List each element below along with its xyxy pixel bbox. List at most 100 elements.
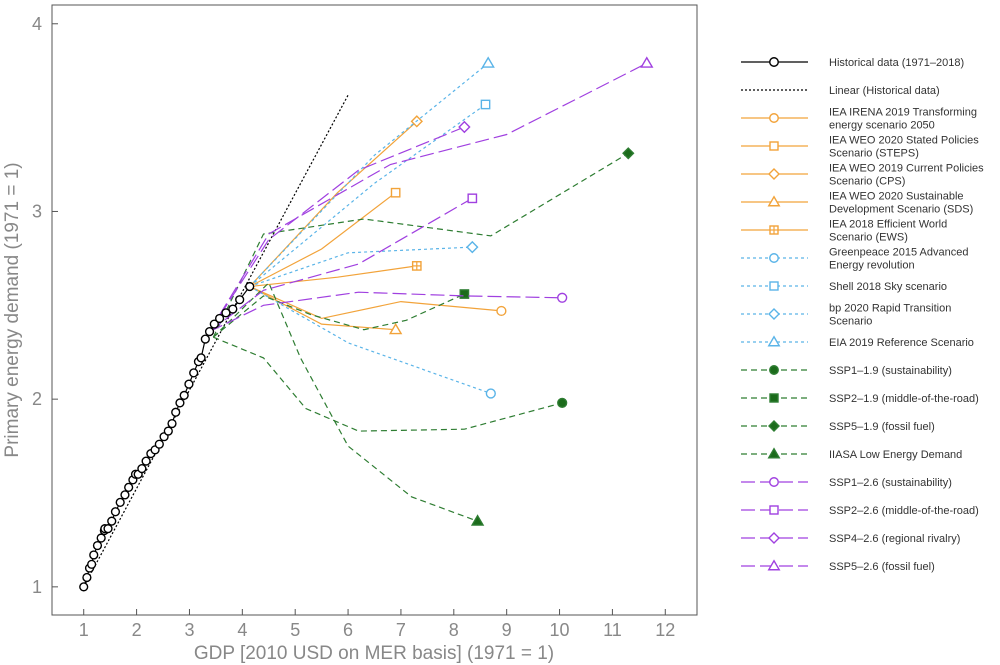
circle-marker (124, 482, 134, 492)
legend-item: EIA 2019 Reference Scenario (741, 335, 974, 349)
legend-item: IEA WEO 2019 Current Policies Scenario (C… (741, 163, 984, 188)
triangle-marker (470, 514, 485, 526)
circle-marker (110, 507, 121, 517)
circle-marker (163, 426, 173, 436)
series-line (249, 104, 486, 287)
circle-marker (175, 398, 185, 408)
square-marker (769, 141, 779, 151)
circle-marker (87, 559, 97, 569)
series-line (212, 152, 629, 338)
triangle-marker (481, 56, 495, 68)
series-line (212, 281, 478, 522)
y-tick-label: 3 (32, 201, 42, 221)
circle-marker (769, 57, 779, 67)
x-tick-label: 5 (290, 620, 300, 640)
series-line (212, 293, 465, 338)
x-tick-label: 2 (132, 620, 142, 640)
y-tick-label: 1 (32, 577, 42, 597)
y-tick-label: 2 (32, 389, 42, 409)
legend-label: IEA WEO 2020 Sustainable Development Scen… (829, 191, 973, 216)
legend-item: Linear (Historical data) (741, 85, 940, 97)
legend-label: SSP1–2.6 (sustainability) (829, 477, 952, 489)
series-17 (208, 120, 471, 332)
circle-marker (107, 516, 117, 526)
diamond-marker (768, 168, 780, 180)
legend-label: SSP4–2.6 (regional rivalry) (829, 533, 960, 545)
legend-item: IEA IRENA 2019 Transforming energy scenar… (741, 107, 977, 132)
triangle-marker (640, 56, 654, 68)
circle-marker (103, 524, 113, 534)
circle-marker (167, 418, 177, 429)
series-line (208, 126, 465, 332)
x-axis-title: GDP [2010 USD on MER basis] (1971 = 1) (194, 643, 554, 664)
series-11 (213, 336, 568, 432)
circle-marker (496, 305, 507, 317)
legend-label: IEA IRENA 2019 Transforming energy scenar… (829, 107, 977, 132)
diamond-marker (458, 120, 471, 134)
series-16 (209, 193, 478, 333)
legend-item: SSP1–1.9 (sustainability) (741, 365, 952, 377)
circle-marker (154, 439, 164, 449)
circle-marker (204, 326, 215, 337)
legend-label: IEA 2018 Efficient World Scenario (EWS) (829, 219, 947, 244)
legend-item: Historical data (1971–2018) (741, 57, 964, 69)
series-12 (212, 289, 470, 338)
circle-marker (120, 490, 130, 500)
square-marker (769, 505, 779, 515)
triangle-marker (767, 447, 781, 459)
legend-item: bp 2020 Rapid Transition Scenario (741, 303, 951, 328)
circle-marker (79, 582, 89, 592)
triangle-marker (767, 559, 781, 571)
circle-marker (209, 319, 219, 329)
x-tick-label: 3 (184, 620, 194, 640)
diamond-marker (622, 147, 635, 160)
diamond-marker (768, 420, 780, 432)
series-14 (212, 281, 485, 526)
circle-marker (769, 477, 779, 487)
legend: Historical data (1971–2018) Linear (Histo… (741, 57, 984, 573)
square-plus-marker (769, 225, 779, 235)
square-marker (769, 393, 779, 403)
circle-marker (115, 497, 125, 507)
square-marker (459, 289, 470, 299)
circle-marker (141, 456, 151, 466)
diamond-marker (768, 532, 780, 544)
legend-label: SSP5–2.6 (fossil fuel) (829, 561, 935, 573)
series-line (249, 285, 396, 331)
legend-label: IEA WEO 2019 Current Policies Scenario (C… (829, 163, 984, 188)
square-plus-marker (411, 261, 422, 271)
y-axis-ticks: 1 2 3 4 (32, 14, 58, 597)
y-tick-label: 4 (32, 14, 42, 34)
circle-marker (137, 463, 147, 474)
legend-label: SSP5–1.9 (fossil fuel) (829, 421, 935, 433)
series-10 (249, 56, 495, 287)
series-3 (249, 187, 401, 288)
series-line (213, 336, 563, 432)
x-axis-ticks: 1 2 3 4 5 6 7 8 9 10 11 12 (79, 609, 675, 640)
series-7 (249, 285, 496, 399)
series-layer (79, 56, 654, 592)
circle-marker (96, 533, 106, 543)
triangle-marker (767, 195, 781, 207)
circle-marker (179, 390, 189, 401)
series-5 (249, 285, 403, 335)
legend-label: SSP2–2.6 (middle-of-the-road) (829, 505, 979, 517)
circle-marker (196, 353, 206, 363)
x-tick-label: 8 (449, 620, 459, 640)
series-line (209, 291, 563, 333)
square-marker (480, 99, 491, 110)
legend-label: Shell 2018 Sky scenario (829, 281, 947, 293)
legend-label: SSP1–1.9 (sustainability) (829, 365, 952, 377)
series-line (208, 62, 648, 332)
circle-marker (769, 365, 779, 375)
series-8 (249, 99, 491, 287)
circle-marker (214, 313, 225, 324)
series-line (209, 197, 473, 333)
triangle-marker (388, 322, 403, 335)
series-line (249, 192, 396, 288)
x-tick-label: 1 (79, 620, 89, 640)
series-13 (212, 147, 635, 338)
series-line (249, 285, 492, 395)
circle-marker (228, 304, 238, 314)
